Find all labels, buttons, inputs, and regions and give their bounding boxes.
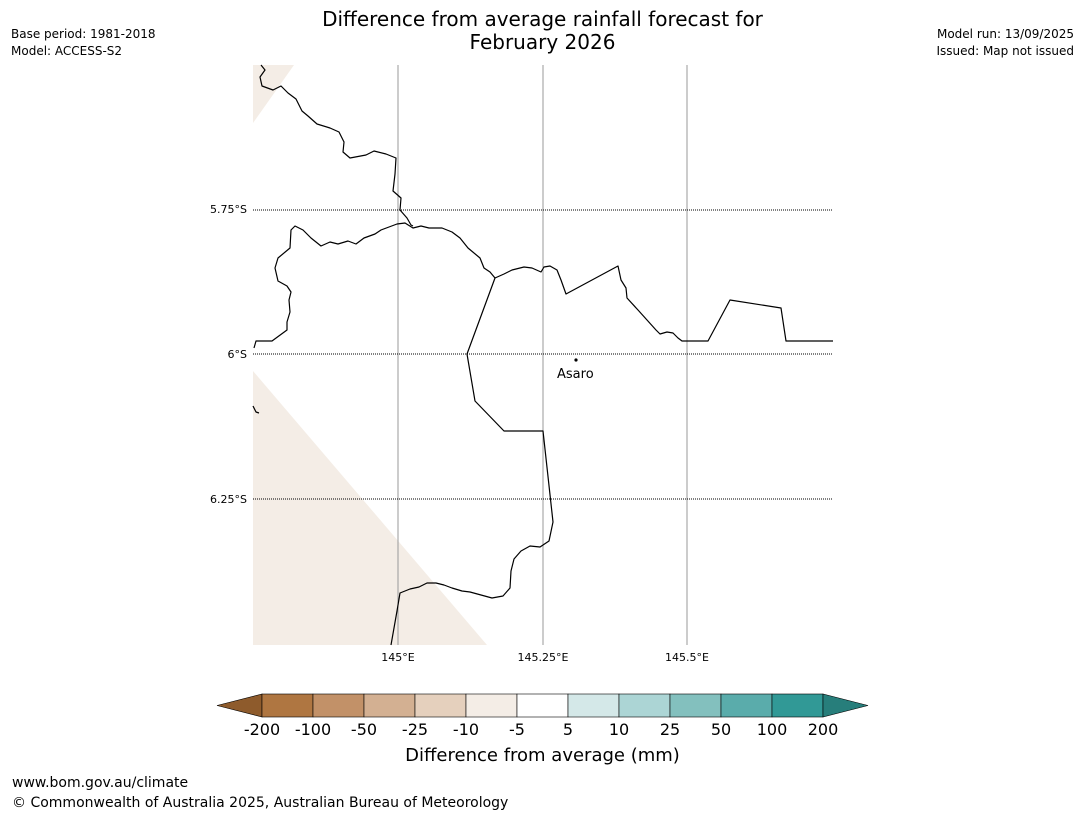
colorbar-extend-high xyxy=(822,693,869,718)
model-name: Model: ACCESS-S2 xyxy=(11,44,123,58)
map-title-line1: Difference from average rainfall forecas… xyxy=(322,7,763,31)
colorbar-box xyxy=(516,693,569,718)
colorbar-box xyxy=(567,693,620,718)
colorbar-extend-low xyxy=(216,693,263,718)
map-title-line2: February 2026 xyxy=(469,30,616,54)
colorbar-box xyxy=(261,693,314,718)
model-info: Base period: 1981-2018 Model: ACCESS-S2 xyxy=(11,26,156,60)
parallels xyxy=(253,209,833,500)
colorbar-box xyxy=(720,693,773,718)
boundary-central xyxy=(253,222,833,349)
colorbar-box xyxy=(414,693,467,718)
colorbar-tick-label: 5 xyxy=(562,720,574,739)
colorbar-tick-label: 100 xyxy=(756,720,788,739)
colorbar-box xyxy=(465,693,518,718)
shaded-region-southwest xyxy=(253,371,487,645)
run-info: Model run: 13/09/2025 Issued: Map not is… xyxy=(936,26,1074,60)
model-run: Model run: 13/09/2025 xyxy=(936,27,1074,41)
boundary-south xyxy=(390,277,554,646)
lat-label-6: 6°S xyxy=(228,348,247,361)
lon-label-145: 145°E xyxy=(381,651,414,664)
colorbar-tick-label: 10 xyxy=(608,720,630,739)
colorbar-tick-label: -50 xyxy=(350,720,378,739)
lat-label-6-25: 6.25°S xyxy=(210,493,247,506)
footer-url: www.bom.gov.au/climate xyxy=(12,775,189,791)
colorbar-box xyxy=(312,693,365,718)
footer-copyright: © Commonwealth of Australia 2025, Austra… xyxy=(12,795,509,811)
colorbar-tick-label: -200 xyxy=(243,720,281,739)
base-period: Base period: 1981-2018 xyxy=(11,27,156,41)
lat-label-5-75: 5.75°S xyxy=(210,203,247,216)
lon-label-145-5: 145.5°E xyxy=(665,651,709,664)
colorbar-box xyxy=(771,693,824,718)
shaded-region-north xyxy=(253,65,294,123)
colorbar-tick-label: 50 xyxy=(710,720,732,739)
colorbar-tick-label: -25 xyxy=(401,720,429,739)
asaro-label: Asaro xyxy=(557,367,594,382)
colorbar-tick-label: 25 xyxy=(659,720,681,739)
colorbar-tick-label: 200 xyxy=(807,720,839,739)
colorbar-tick-label: -100 xyxy=(294,720,332,739)
colorbar-tick-label: -5 xyxy=(509,720,525,739)
colorbar-tick-label: -10 xyxy=(452,720,480,739)
boundary-fragment xyxy=(252,405,260,414)
boundary-north xyxy=(259,64,414,227)
issued-status: Issued: Map not issued xyxy=(936,44,1074,58)
colorbar-box xyxy=(618,693,671,718)
meridians xyxy=(397,65,688,645)
colorbar-title: Difference from average (mm) xyxy=(405,745,680,766)
asaro-marker xyxy=(574,358,578,362)
colorbar-box xyxy=(363,693,416,718)
colorbar-box xyxy=(669,693,722,718)
lon-label-145-25: 145.25°E xyxy=(518,651,569,664)
colorbar xyxy=(216,693,869,718)
